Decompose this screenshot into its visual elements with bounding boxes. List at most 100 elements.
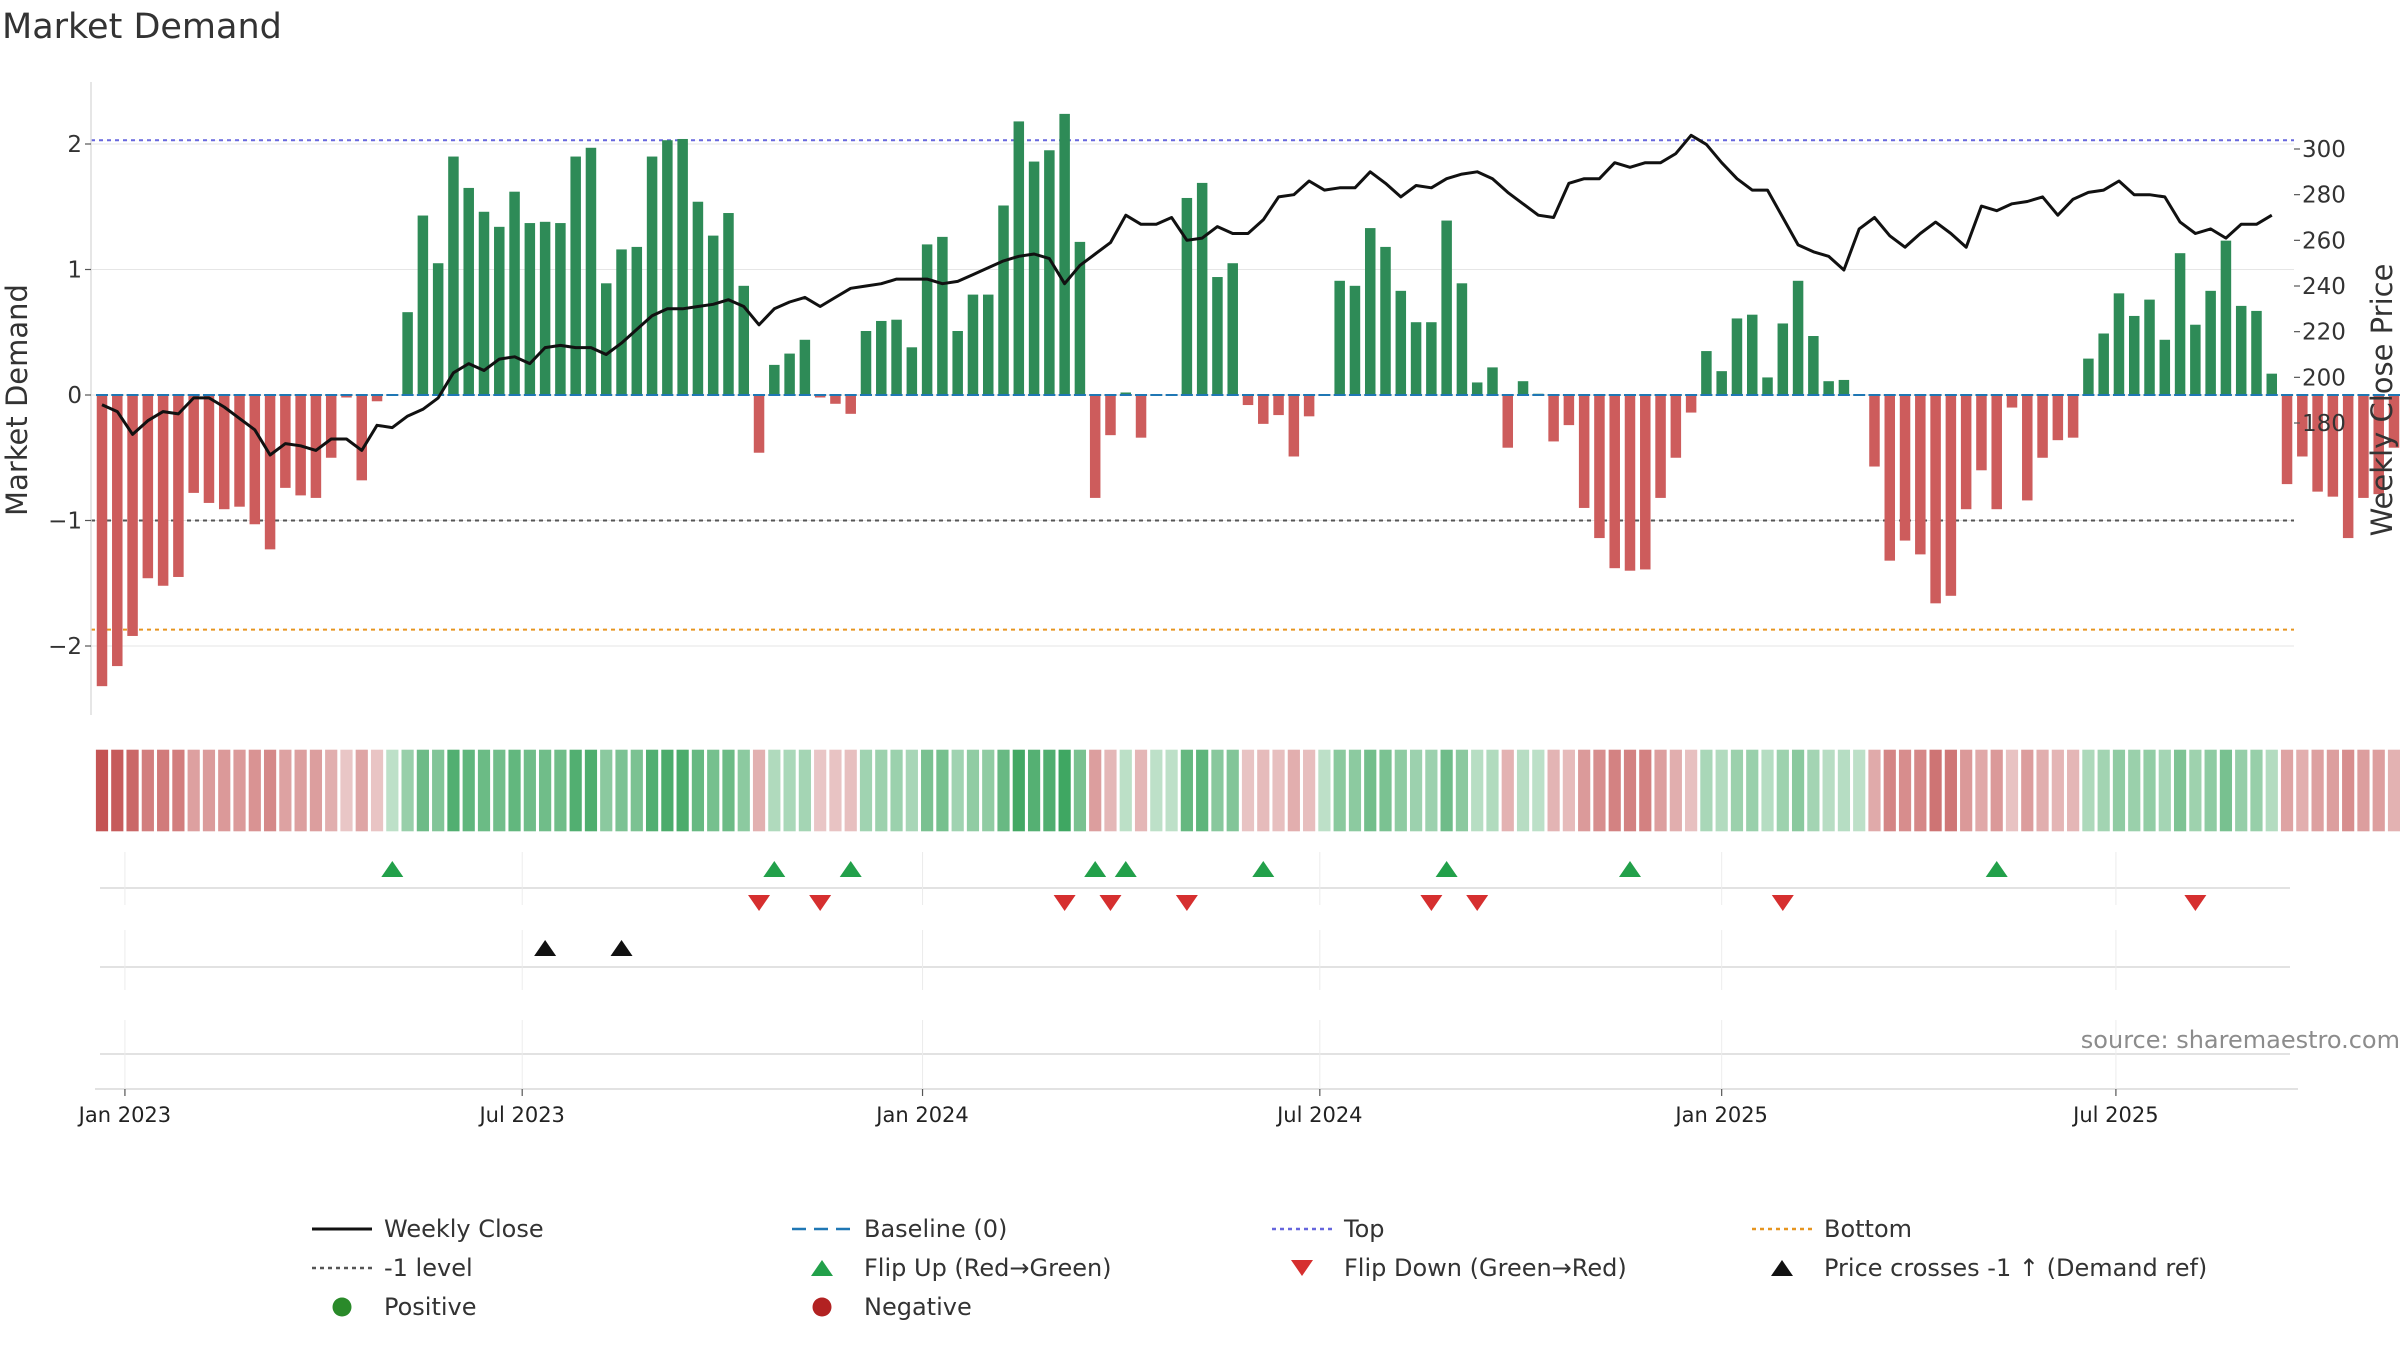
demand-bar: [2327, 395, 2339, 497]
heat-cell: [491, 748, 507, 833]
heat-cell: [1760, 748, 1776, 833]
heat-cell: [1515, 748, 1531, 833]
heat-cell: [1255, 748, 1271, 833]
demand-bar: [2113, 293, 2125, 395]
demand-bar: [1762, 377, 1773, 395]
demand-bar: [463, 187, 474, 395]
demand-bar: [1288, 395, 1300, 457]
heat-cell: [1286, 748, 1302, 833]
demand-bar: [2190, 324, 2201, 395]
heat-cell: [109, 748, 125, 833]
heat-cell: [125, 748, 141, 833]
demand-bar: [264, 395, 276, 550]
demand-bar: [432, 263, 444, 395]
flip-up-marker: [381, 861, 404, 877]
heat-cell: [384, 748, 400, 833]
demand-bar: [2312, 395, 2323, 492]
demand-bar: [937, 236, 948, 395]
demand-bar: [539, 221, 551, 395]
demand-bar: [1960, 395, 1972, 510]
heat-cell: [2371, 748, 2387, 833]
demand-bar: [799, 339, 811, 395]
heat-cell: [1714, 748, 1730, 833]
demand-bar: [142, 395, 154, 579]
price-cross-marker: [610, 940, 633, 956]
demand-bar: [2373, 395, 2384, 495]
heat-cell: [1637, 748, 1653, 833]
demand-bar: [112, 395, 123, 667]
flip-up-marker: [1985, 861, 2008, 877]
demand-bar: [2251, 310, 2262, 395]
heat-cell: [614, 748, 630, 833]
demand-bar: [723, 213, 734, 395]
demand-bar: [1212, 277, 1223, 395]
demand-bar: [2358, 395, 2369, 498]
demand-bar: [524, 223, 536, 395]
heat-cell: [2142, 748, 2158, 833]
demand-bar: [1410, 322, 1422, 395]
demand-bar: [341, 395, 352, 398]
demand-bar: [2159, 339, 2171, 395]
heat-cell: [2310, 748, 2326, 833]
heat-cell: [461, 748, 477, 833]
demand-bar: [1227, 263, 1238, 395]
heat-cell: [1683, 748, 1699, 833]
heat-cell: [583, 748, 599, 833]
demand-bar: [1471, 382, 1483, 395]
demand-bar: [1242, 395, 1254, 406]
heat-cell: [2080, 748, 2096, 833]
heat-cell: [1469, 748, 1485, 833]
flip-up-marker: [839, 861, 862, 877]
y2-tick-label: 200: [2302, 365, 2346, 391]
demand-bar: [173, 395, 184, 577]
demand-bar: [707, 235, 719, 395]
demand-bar: [2174, 253, 2186, 395]
demand-bar: [616, 249, 627, 395]
demand-bar: [738, 285, 750, 395]
demand-bar: [96, 395, 108, 687]
legend-swatch-circle: [812, 1297, 832, 1317]
demand-bar: [2128, 315, 2140, 395]
demand-bar: [662, 140, 673, 395]
demand-bar: [2281, 395, 2293, 485]
demand-bar: [967, 294, 979, 395]
x-tick-label: Jan 2025: [1673, 1103, 1768, 1127]
heat-cell: [889, 748, 905, 833]
left-axis-ticks: 2 1 0 −1 −2: [48, 132, 91, 660]
heat-cell: [858, 748, 874, 833]
heat-cell: [782, 748, 798, 833]
demand-bar: [2006, 395, 2018, 408]
heat-cell: [675, 748, 691, 833]
heat-cell: [1805, 748, 1821, 833]
demand-bar: [692, 201, 704, 395]
demand-bar: [1105, 395, 1116, 436]
flip-down-marker: [1420, 895, 1443, 911]
demand-bar: [769, 364, 780, 395]
demand-bar: [127, 395, 138, 636]
demand-bar: [2144, 299, 2155, 395]
heat-cell: [812, 748, 828, 833]
x-tick-label: Jul 2025: [2071, 1103, 2158, 1127]
legend-swatch-triangle-up: [811, 1260, 833, 1276]
legend-label: Positive: [384, 1293, 477, 1321]
y2-tick-label: 180: [2302, 411, 2346, 437]
y-axis-title: Market Demand: [0, 284, 34, 516]
heat-cell: [2111, 748, 2127, 833]
heat-cell: [766, 748, 782, 833]
y2-tick-label: 220: [2302, 320, 2346, 346]
heat-cell: [1591, 748, 1607, 833]
heat-cell: [1607, 748, 1623, 833]
heat-cell: [338, 748, 354, 833]
demand-bar: [860, 330, 872, 395]
demand-bar: [1028, 161, 1040, 395]
demand-bar: [906, 347, 918, 395]
legend-label: -1 level: [384, 1254, 473, 1282]
demand-bar: [478, 211, 490, 395]
heat-cell: [996, 748, 1012, 833]
heat-cell: [1148, 748, 1164, 833]
x-tick-label: Jan 2023: [77, 1103, 172, 1127]
heat-cell: [1576, 748, 1592, 833]
heat-cell: [155, 748, 171, 833]
legend-swatch-triangle-up: [1771, 1260, 1793, 1276]
